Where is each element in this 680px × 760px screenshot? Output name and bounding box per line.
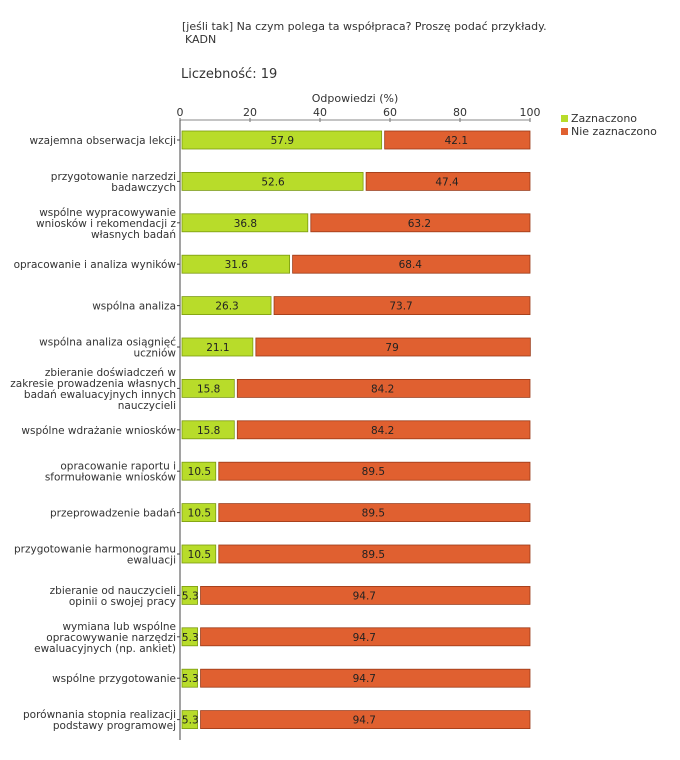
bar-zaznaczono <box>181 254 290 274</box>
chart-title: [jeśli tak] Na czym polega ta współpraca… <box>182 20 602 46</box>
category-label: przygotowanie harmonogramu ewaluacji <box>14 544 176 567</box>
data-label-zaznaczono: 57.9 <box>271 135 294 147</box>
category-label: zbieranie doświadczeń w zakresie prowadze… <box>10 367 176 412</box>
category-label: wymiana lub wspólne opracowywanie narzędz… <box>34 621 176 655</box>
legend-swatch-nie-zaznaczono <box>561 128 568 135</box>
category-label: porównania stopnia realizacji podstawy pr… <box>23 709 176 732</box>
bar-nie-zaznaczono <box>292 254 531 274</box>
data-label-zaznaczono: 52.6 <box>261 176 285 188</box>
data-label-nie-zaznaczono: 47.4 <box>435 176 459 188</box>
category-label: wspólne wdrażanie wniosków <box>21 425 176 437</box>
category-label: opracowanie raportu i sformułowanie wnios… <box>45 461 177 484</box>
data-label-nie-zaznaczono: 94.7 <box>353 715 376 727</box>
bar-nie-zaznaczono <box>365 171 531 191</box>
data-label-zaznaczono: 5.3 <box>182 673 199 685</box>
bar-nie-zaznaczono <box>218 544 531 564</box>
data-label-zaznaczono: 36.8 <box>234 218 257 230</box>
x-tick-label: 0 <box>177 106 184 119</box>
data-label-zaznaczono: 15.8 <box>197 383 220 395</box>
bar-zaznaczono <box>181 668 198 688</box>
category-label: wspólna analiza <box>92 301 176 313</box>
bar-zaznaczono <box>181 420 235 440</box>
bar-zaznaczono <box>181 586 198 605</box>
data-label-nie-zaznaczono: 89.5 <box>362 466 385 478</box>
data-label-zaznaczono: 10.5 <box>188 466 211 478</box>
bar-nie-zaznaczono <box>255 337 531 357</box>
x-tick-label: 80 <box>453 106 467 119</box>
data-label-zaznaczono: 15.8 <box>197 425 220 437</box>
x-tick-label: 20 <box>243 106 257 119</box>
x-tick-label: 100 <box>520 106 541 119</box>
data-label-nie-zaznaczono: 94.7 <box>353 632 376 644</box>
bar-zaznaczono <box>181 171 364 191</box>
bar-zaznaczono <box>181 130 383 150</box>
category-label: przeprowadzenie badań <box>50 508 176 520</box>
data-label-zaznaczono: 21.1 <box>206 342 229 354</box>
bar-zaznaczono <box>181 544 217 564</box>
data-label-zaznaczono: 5.3 <box>182 632 199 644</box>
legend-swatch-zaznaczono <box>561 115 568 122</box>
data-label-zaznaczono: 10.5 <box>188 549 211 561</box>
data-label-zaznaczono: 5.3 <box>182 715 199 727</box>
bar-zaznaczono <box>181 296 272 316</box>
data-label-zaznaczono: 10.5 <box>188 508 211 520</box>
data-label-nie-zaznaczono: 42.1 <box>445 135 468 147</box>
bar-zaznaczono <box>181 337 254 357</box>
data-label-nie-zaznaczono: 73.7 <box>389 301 412 313</box>
data-label-nie-zaznaczono: 89.5 <box>362 549 385 561</box>
legend-label-zaznaczono: Zaznaczono <box>571 112 637 125</box>
data-label-nie-zaznaczono: 94.7 <box>353 673 376 685</box>
bar-nie-zaznaczono <box>200 627 531 647</box>
category-label: zbieranie od nauczycieli opinii o swojej … <box>50 585 176 608</box>
x-axis-title: Odpowiedzi (%) <box>312 92 399 105</box>
bar-nie-zaznaczono <box>273 296 531 316</box>
bar-zaznaczono <box>181 461 217 481</box>
data-label-nie-zaznaczono: 63.2 <box>408 218 431 230</box>
bar-zaznaczono <box>181 213 309 233</box>
category-label: opracowanie i analiza wyników <box>14 259 177 271</box>
bar-nie-zaznaczono <box>218 503 531 523</box>
bar-nie-zaznaczono <box>310 213 531 233</box>
bar-zaznaczono <box>181 710 198 729</box>
category-label: wzajemna obserwacja lekcji <box>30 135 176 147</box>
data-label-zaznaczono: 31.6 <box>225 259 249 271</box>
legend-label-nie-zaznaczono: Nie zaznaczono <box>571 125 657 138</box>
sample-count: Liczebność: 19 <box>181 67 278 82</box>
bar-nie-zaznaczono <box>236 378 531 398</box>
data-label-nie-zaznaczono: 68.4 <box>399 259 423 271</box>
bar-zaznaczono <box>181 627 198 647</box>
data-label-nie-zaznaczono: 94.7 <box>353 590 376 602</box>
question-text: [jeśli tak] Na czym polega ta współpraca… <box>182 20 547 33</box>
bar-nie-zaznaczono <box>200 586 531 605</box>
bar-nie-zaznaczono <box>384 130 531 150</box>
bar-nie-zaznaczono <box>200 710 531 729</box>
data-label-zaznaczono: 5.3 <box>182 590 199 602</box>
bar-zaznaczono <box>181 378 235 398</box>
bar-zaznaczono <box>181 503 217 523</box>
x-tick-label: 40 <box>313 106 327 119</box>
question-code: KADN <box>185 33 217 46</box>
x-tick-label: 60 <box>383 106 397 119</box>
data-label-nie-zaznaczono: 79 <box>385 342 398 354</box>
data-label-nie-zaznaczono: 84.2 <box>371 425 394 437</box>
bar-nie-zaznaczono <box>236 420 531 440</box>
bar-nie-zaznaczono <box>200 668 531 688</box>
category-label: wspólne wypracowywanie wniosków i rekomen… <box>36 207 176 241</box>
bar-nie-zaznaczono <box>218 461 531 481</box>
data-label-nie-zaznaczono: 84.2 <box>371 383 394 395</box>
data-label-zaznaczono: 26.3 <box>215 301 238 313</box>
category-label: wspólne przygotowanie <box>52 673 176 685</box>
category-label: wspólna analiza osiągnięć uczniów <box>39 337 176 360</box>
data-label-nie-zaznaczono: 89.5 <box>362 508 385 520</box>
category-label: przygotowanie narzedzi badawczych <box>51 171 176 194</box>
